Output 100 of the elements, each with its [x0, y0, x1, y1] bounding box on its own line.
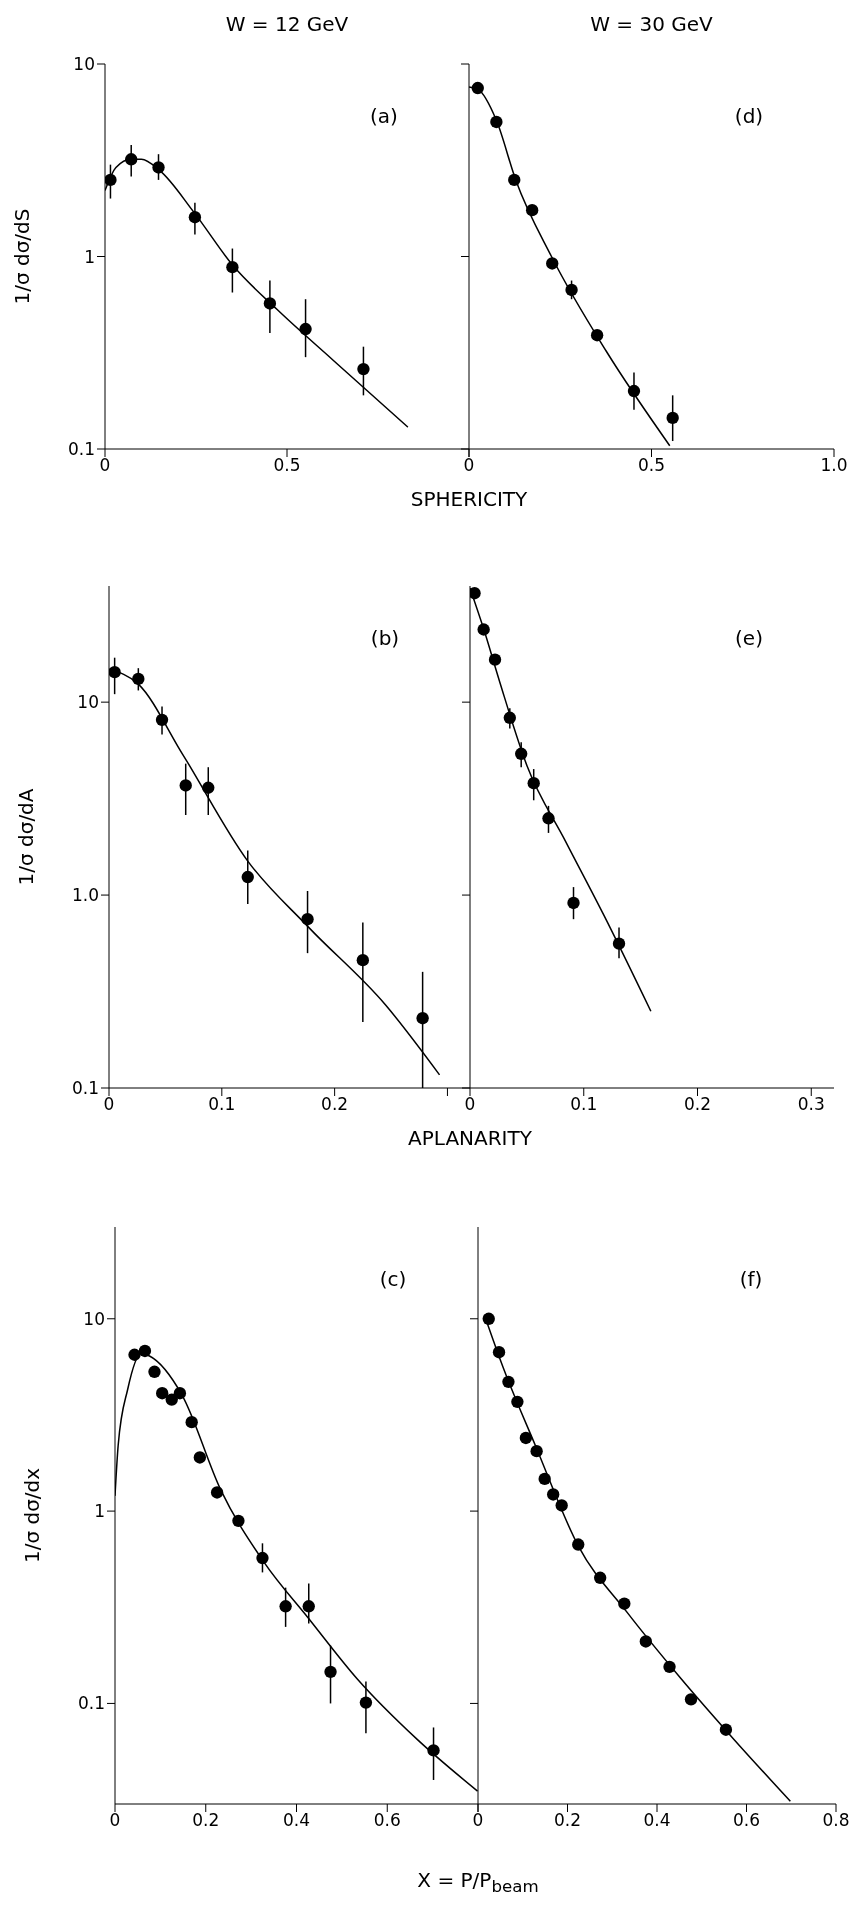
point [663, 1660, 676, 1673]
annotation: (a) [369, 104, 399, 128]
y-tick-label: 10 [77, 692, 99, 713]
point [572, 1538, 585, 1551]
point [105, 173, 117, 187]
point [357, 362, 370, 376]
point [590, 329, 604, 342]
point [185, 1416, 198, 1429]
point [152, 161, 165, 174]
point [527, 777, 540, 790]
y-tick-label: 0.1 [71, 1078, 99, 1099]
point [279, 1600, 292, 1613]
point [232, 1514, 245, 1527]
point [488, 653, 502, 666]
point [302, 1600, 315, 1613]
x-tick-label: 0.6 [373, 1810, 401, 1831]
point [502, 1375, 515, 1388]
x-tick-label: 0.2 [321, 1094, 349, 1115]
x-tick-label: 0 [464, 1094, 476, 1115]
point [542, 812, 555, 825]
point [416, 1012, 429, 1025]
y-tick-label: 10 [83, 1308, 105, 1329]
x-tick-label: 0 [463, 455, 475, 476]
chart-title: W = 30 GeV [589, 12, 714, 36]
point [226, 261, 239, 274]
y-tick-label: 10 [73, 54, 95, 75]
point [155, 713, 169, 726]
x-tick-label: 1.0 [820, 455, 848, 476]
x-tick-label: 0 [103, 1094, 115, 1115]
point [567, 896, 580, 910]
chart-title: W = 12 GeV [224, 12, 350, 36]
x-axis-title: X = P/P$_{beam}$ [416, 1868, 540, 1896]
x-tick-label: 0 [472, 1810, 484, 1831]
point [490, 115, 503, 129]
point [519, 1431, 533, 1445]
point [482, 1312, 495, 1325]
annotation: (d) [733, 104, 765, 128]
point [538, 1472, 551, 1486]
point [202, 781, 215, 794]
y-tick-label: 1 [84, 246, 95, 267]
x-tick-label: 0.3 [797, 1094, 825, 1115]
x-tick-label: 0 [109, 1810, 121, 1831]
point [627, 384, 641, 398]
point [555, 1499, 568, 1512]
x-axis-title: APLANARITY [407, 1126, 533, 1150]
point [470, 587, 481, 600]
point [525, 204, 539, 217]
point [156, 1387, 169, 1400]
y-tick-label: 0.1 [77, 1693, 105, 1714]
x-tick-label: 0.6 [732, 1810, 761, 1831]
point [471, 81, 484, 95]
x-tick-label: 0.8 [822, 1810, 850, 1831]
point [263, 297, 277, 310]
y-tick-label: 0.1 [67, 439, 95, 460]
point [210, 1486, 224, 1499]
x-tick-label: 0.4 [282, 1810, 311, 1831]
x-tick-label: 0.5 [637, 455, 666, 476]
x-tick-label: 0 [99, 455, 111, 476]
point [188, 211, 202, 224]
point [356, 953, 370, 967]
point [530, 1444, 543, 1458]
point [511, 1395, 524, 1408]
annotation: (b) [369, 626, 401, 650]
point [128, 1348, 141, 1361]
annotation: (f) [738, 1267, 764, 1291]
point [324, 1665, 337, 1678]
point [193, 1451, 207, 1464]
point [165, 1393, 178, 1406]
point [546, 257, 559, 270]
y-axis-title: 1/σ dσ/dx [20, 1467, 45, 1564]
point [427, 1744, 440, 1757]
point [612, 937, 626, 950]
point [618, 1597, 631, 1610]
point [109, 666, 121, 679]
point [241, 870, 254, 884]
point [301, 913, 314, 926]
point [138, 1344, 152, 1358]
point [547, 1488, 560, 1501]
point [179, 779, 192, 792]
point [359, 1696, 373, 1709]
point [148, 1365, 161, 1378]
point [593, 1571, 607, 1584]
point [508, 173, 521, 187]
point [492, 1346, 506, 1359]
y-axis-title: 1/σ dσ/dS [10, 208, 35, 305]
y-tick-label: 1 [94, 1501, 105, 1522]
y-tick-label: 1.0 [71, 885, 99, 906]
point [173, 1387, 187, 1400]
point [256, 1551, 269, 1565]
point [684, 1693, 698, 1706]
point [132, 672, 145, 686]
point [125, 153, 138, 166]
annotation: (c) [378, 1267, 408, 1291]
x-tick-label: 0.1 [208, 1094, 236, 1115]
point [639, 1635, 652, 1648]
point [565, 283, 578, 297]
point [477, 623, 490, 636]
x-tick-label: 0.2 [553, 1810, 582, 1831]
x-tick-label: 0.2 [192, 1810, 220, 1831]
x-axis-title: SPHERICITY [409, 487, 529, 511]
